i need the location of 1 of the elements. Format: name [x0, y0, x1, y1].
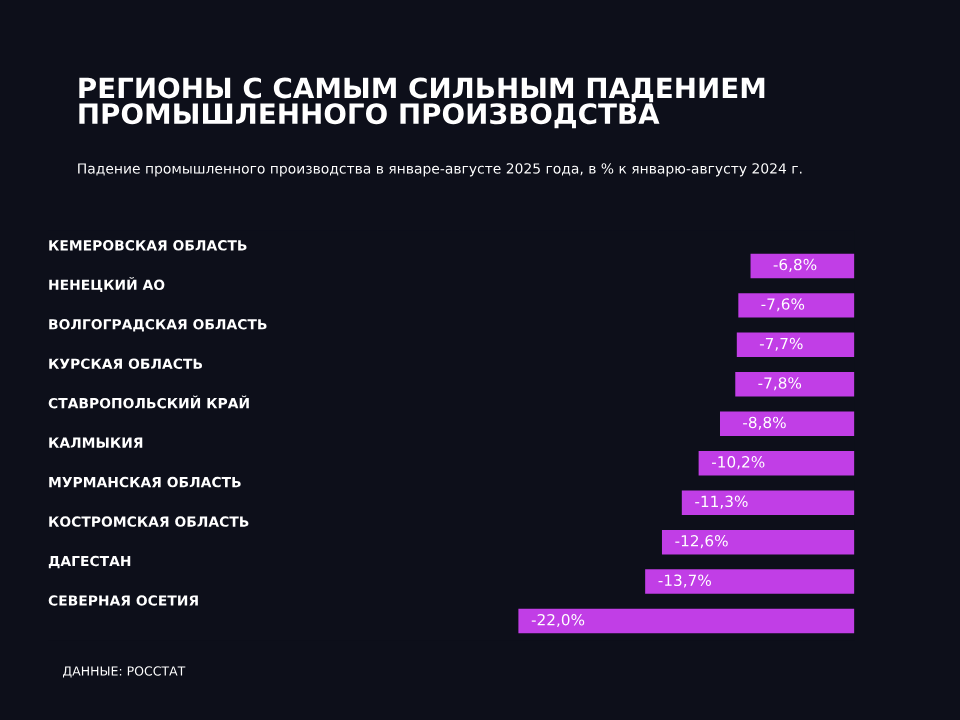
chart-title: РЕГИОНЫ С САМЫМ СИЛЬНЫМ ПАДЕНИЕМ ПРОМЫШЛЕННОГО ПРОИЗВОДСТВА: [79, 77, 765, 129]
